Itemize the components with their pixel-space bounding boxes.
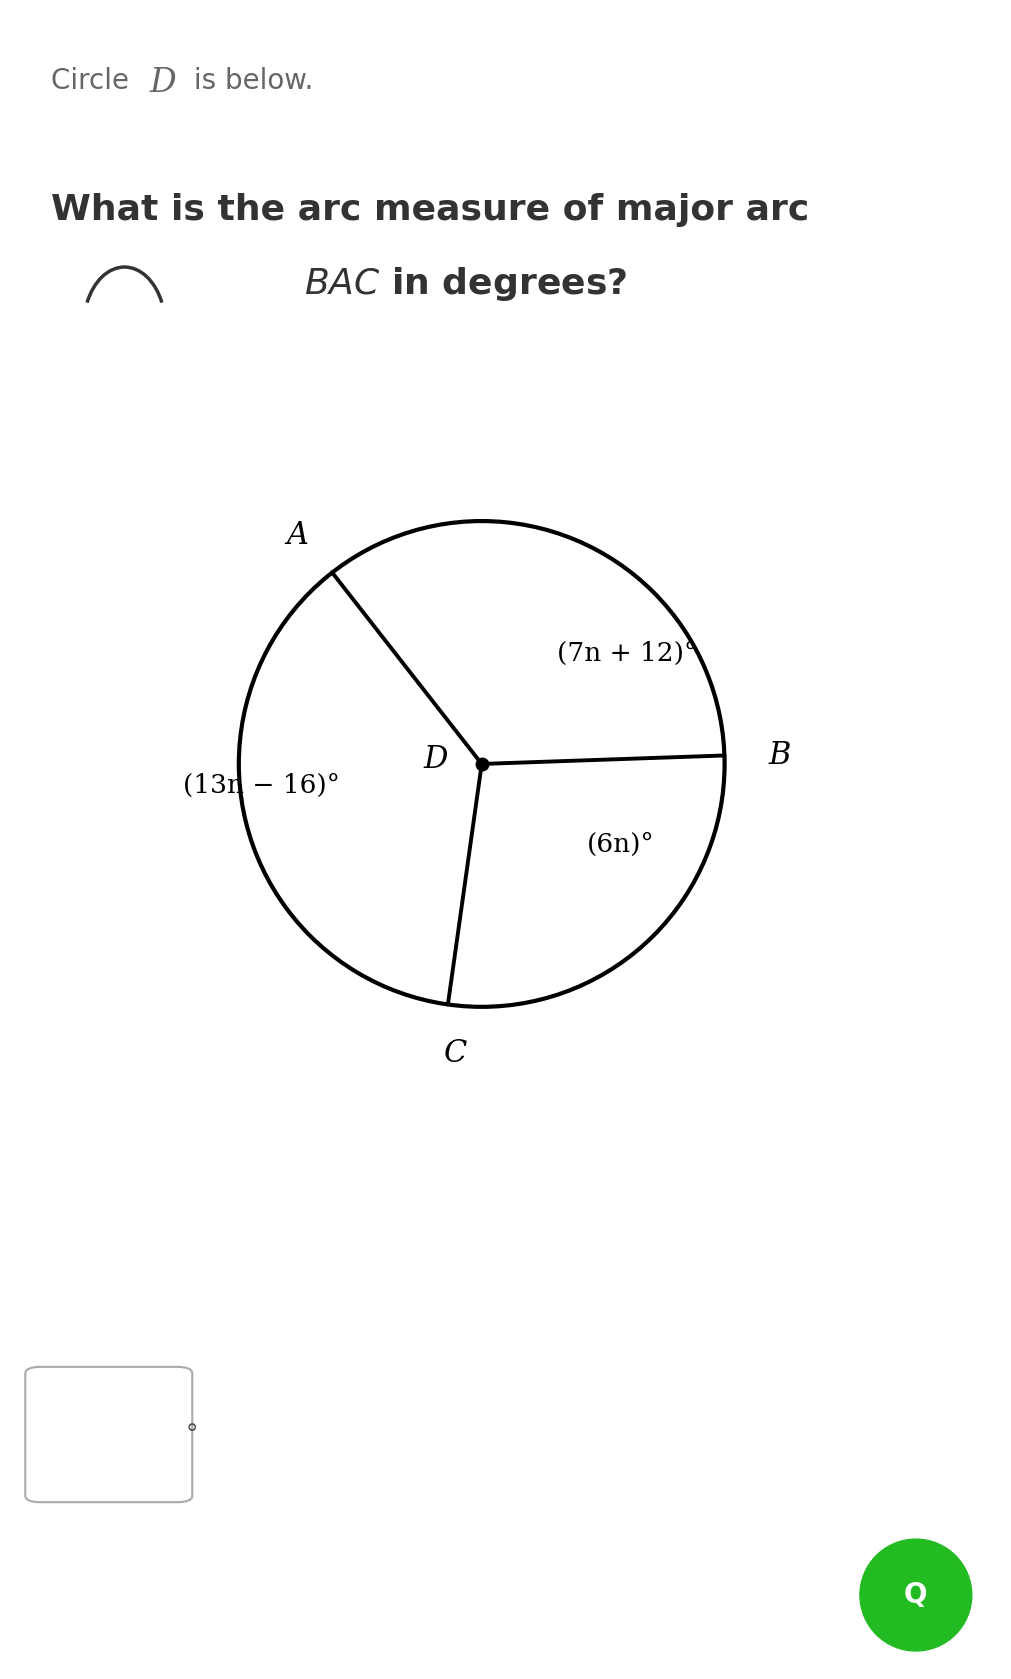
- Circle shape: [859, 1540, 971, 1650]
- Text: C: C: [443, 1039, 466, 1070]
- Text: Circle: Circle: [51, 67, 137, 96]
- Text: D: D: [150, 67, 176, 99]
- Text: What is the arc measure of major arc: What is the arc measure of major arc: [51, 193, 808, 227]
- Text: °: °: [185, 1422, 197, 1447]
- Text: B: B: [767, 740, 790, 771]
- Text: $\it{BAC}$ in degrees?: $\it{BAC}$ in degrees?: [303, 265, 626, 302]
- Text: is below.: is below.: [185, 67, 313, 96]
- Text: (13n − 16)°: (13n − 16)°: [183, 772, 340, 798]
- Text: (6n)°: (6n)°: [586, 833, 654, 856]
- Text: D: D: [423, 744, 447, 774]
- Text: A: A: [286, 520, 307, 551]
- Text: Q: Q: [903, 1582, 927, 1608]
- Text: (7n + 12)°: (7n + 12)°: [557, 641, 697, 667]
- FancyBboxPatch shape: [25, 1367, 192, 1503]
